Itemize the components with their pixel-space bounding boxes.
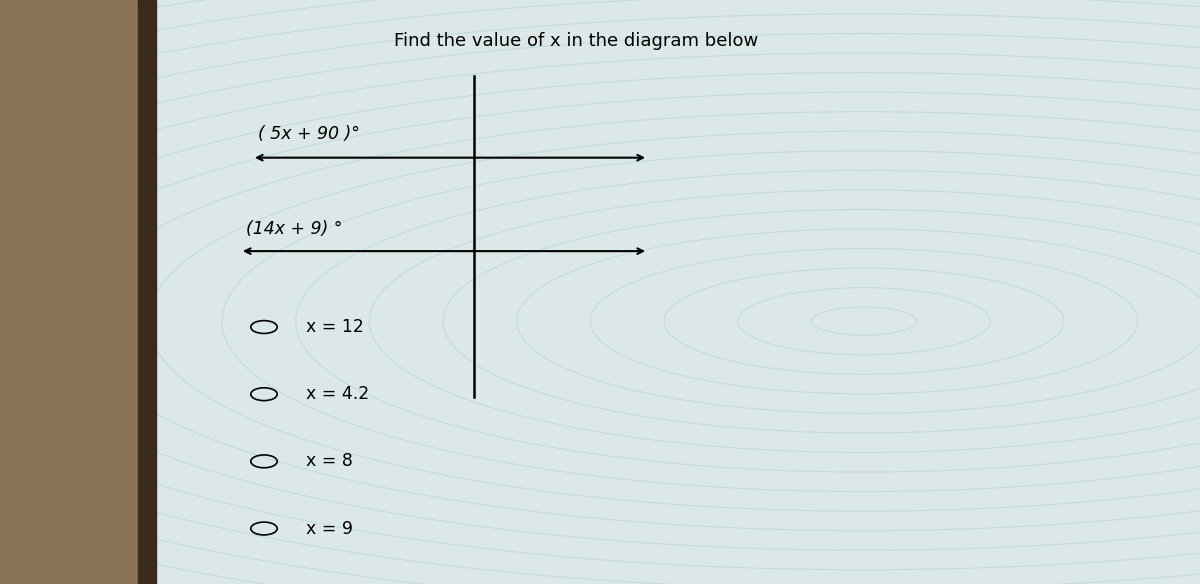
Text: Find the value of x in the diagram below: Find the value of x in the diagram below: [394, 32, 758, 50]
Text: x = 8: x = 8: [306, 453, 353, 470]
Text: x = 4.2: x = 4.2: [306, 385, 370, 403]
Bar: [138, 0, 156, 584]
Text: ( 5x + 90 )°: ( 5x + 90 )°: [258, 125, 360, 143]
Text: x = 9: x = 9: [306, 520, 353, 537]
Text: (14x + 9) °: (14x + 9) °: [246, 220, 342, 238]
Text: x = 12: x = 12: [306, 318, 364, 336]
Bar: [0, 0, 138, 584]
